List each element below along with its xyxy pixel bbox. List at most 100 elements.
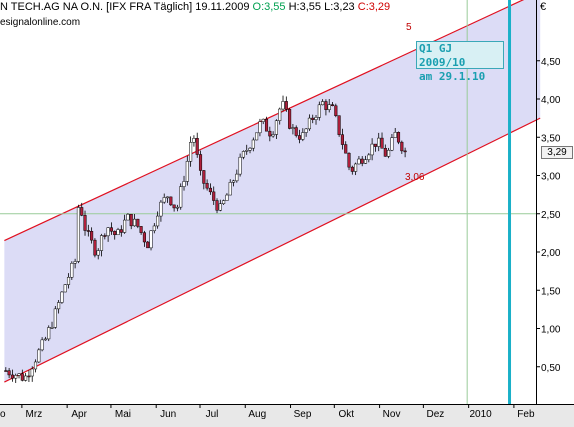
candle-body	[136, 218, 140, 227]
candle-body	[380, 137, 384, 149]
annotation-line-1: Q1 GJ 2009/10	[419, 42, 466, 69]
candle	[251, 137, 255, 152]
x-tick-label: Aug	[248, 409, 266, 420]
candle	[10, 369, 14, 382]
candle	[30, 366, 34, 382]
candle	[126, 213, 130, 221]
candle-body	[132, 218, 137, 227]
candle	[357, 156, 361, 165]
candle-body	[215, 200, 219, 211]
candle	[47, 325, 51, 342]
candle-body	[146, 241, 150, 249]
candle	[367, 153, 371, 163]
candle	[156, 211, 160, 229]
candle-body	[311, 117, 315, 120]
candle	[40, 337, 44, 352]
candle-body	[330, 104, 335, 107]
candle-body	[271, 134, 275, 137]
y-axis-panel	[536, 0, 574, 427]
candle	[390, 134, 394, 152]
candle-body	[274, 120, 278, 135]
candle-body	[347, 152, 351, 168]
candle	[284, 96, 288, 112]
candle-body	[258, 121, 262, 134]
candle	[116, 227, 120, 236]
instrument-name: N TECH.AG NA O.N. [IFX FRA Täglich]	[0, 1, 193, 13]
candle-body	[344, 144, 348, 154]
candle	[195, 132, 199, 158]
candle-body	[76, 207, 80, 262]
candle	[27, 370, 31, 382]
candle	[274, 119, 278, 139]
candle-body	[14, 375, 18, 379]
candle-body	[99, 235, 104, 251]
candle-body	[73, 261, 77, 264]
candle-body	[255, 132, 259, 141]
candle	[261, 118, 265, 125]
candle	[235, 169, 239, 183]
high-value: H:3,55	[288, 1, 322, 13]
candle	[231, 179, 236, 187]
candle	[96, 248, 100, 260]
candle-body	[321, 101, 325, 106]
chart-header: N TECH.AG NA O.N. [IFX FRA Täglich] 19.1…	[0, 1, 390, 13]
candle	[297, 129, 302, 144]
y-tick-label: 3,50	[541, 133, 561, 144]
open-value: O:3,55	[252, 1, 286, 13]
candle-body	[50, 327, 54, 329]
candle	[202, 170, 206, 190]
candle	[373, 143, 377, 152]
candle-body	[383, 147, 387, 157]
candle	[400, 140, 404, 154]
candle-body	[93, 239, 97, 256]
candle-body	[139, 226, 143, 233]
candle	[149, 230, 153, 251]
x-tick-label: o	[0, 409, 6, 420]
x-tick-label: Mai	[115, 409, 131, 420]
candle-body	[53, 308, 57, 328]
candle	[90, 227, 94, 244]
candle-body	[7, 370, 11, 376]
candle-body	[304, 128, 308, 133]
candle	[337, 115, 341, 137]
candle	[169, 196, 173, 207]
candle	[360, 156, 364, 167]
candle	[238, 153, 242, 177]
x-tick-label: Sep	[294, 409, 312, 420]
candle-body	[387, 149, 391, 157]
candle-body	[314, 117, 318, 120]
y-tick-label: 3,00	[541, 172, 561, 183]
candle-body	[185, 161, 189, 182]
candle	[50, 321, 54, 329]
earnings-annotation[interactable]: Q1 GJ 2009/10 am 29.1.10	[416, 41, 504, 83]
x-tick-label: 2010	[470, 409, 493, 420]
candle	[215, 198, 219, 214]
candle	[152, 223, 156, 234]
candle-body	[291, 127, 295, 129]
candle-body	[119, 229, 123, 233]
low-value: L:3,23	[324, 1, 355, 13]
candle	[304, 128, 308, 137]
candle-body	[357, 158, 361, 165]
y-tick-label: 2,50	[541, 210, 561, 221]
candle	[340, 128, 344, 150]
candle-body	[281, 101, 285, 110]
candle	[189, 136, 193, 167]
candle	[334, 103, 338, 118]
candle	[377, 132, 381, 152]
candle	[387, 147, 391, 159]
candle-body	[248, 147, 252, 151]
candle-body	[284, 101, 288, 110]
candle	[393, 127, 397, 138]
candle-body	[70, 262, 74, 278]
candle-body	[208, 187, 212, 193]
candle-body	[159, 201, 163, 217]
candle	[162, 193, 166, 204]
x-tick-label: Jul	[206, 409, 219, 420]
candle-body	[66, 277, 71, 285]
candle-body	[10, 374, 14, 379]
candle-body	[57, 302, 61, 310]
candle	[20, 369, 24, 382]
candle	[159, 200, 163, 222]
